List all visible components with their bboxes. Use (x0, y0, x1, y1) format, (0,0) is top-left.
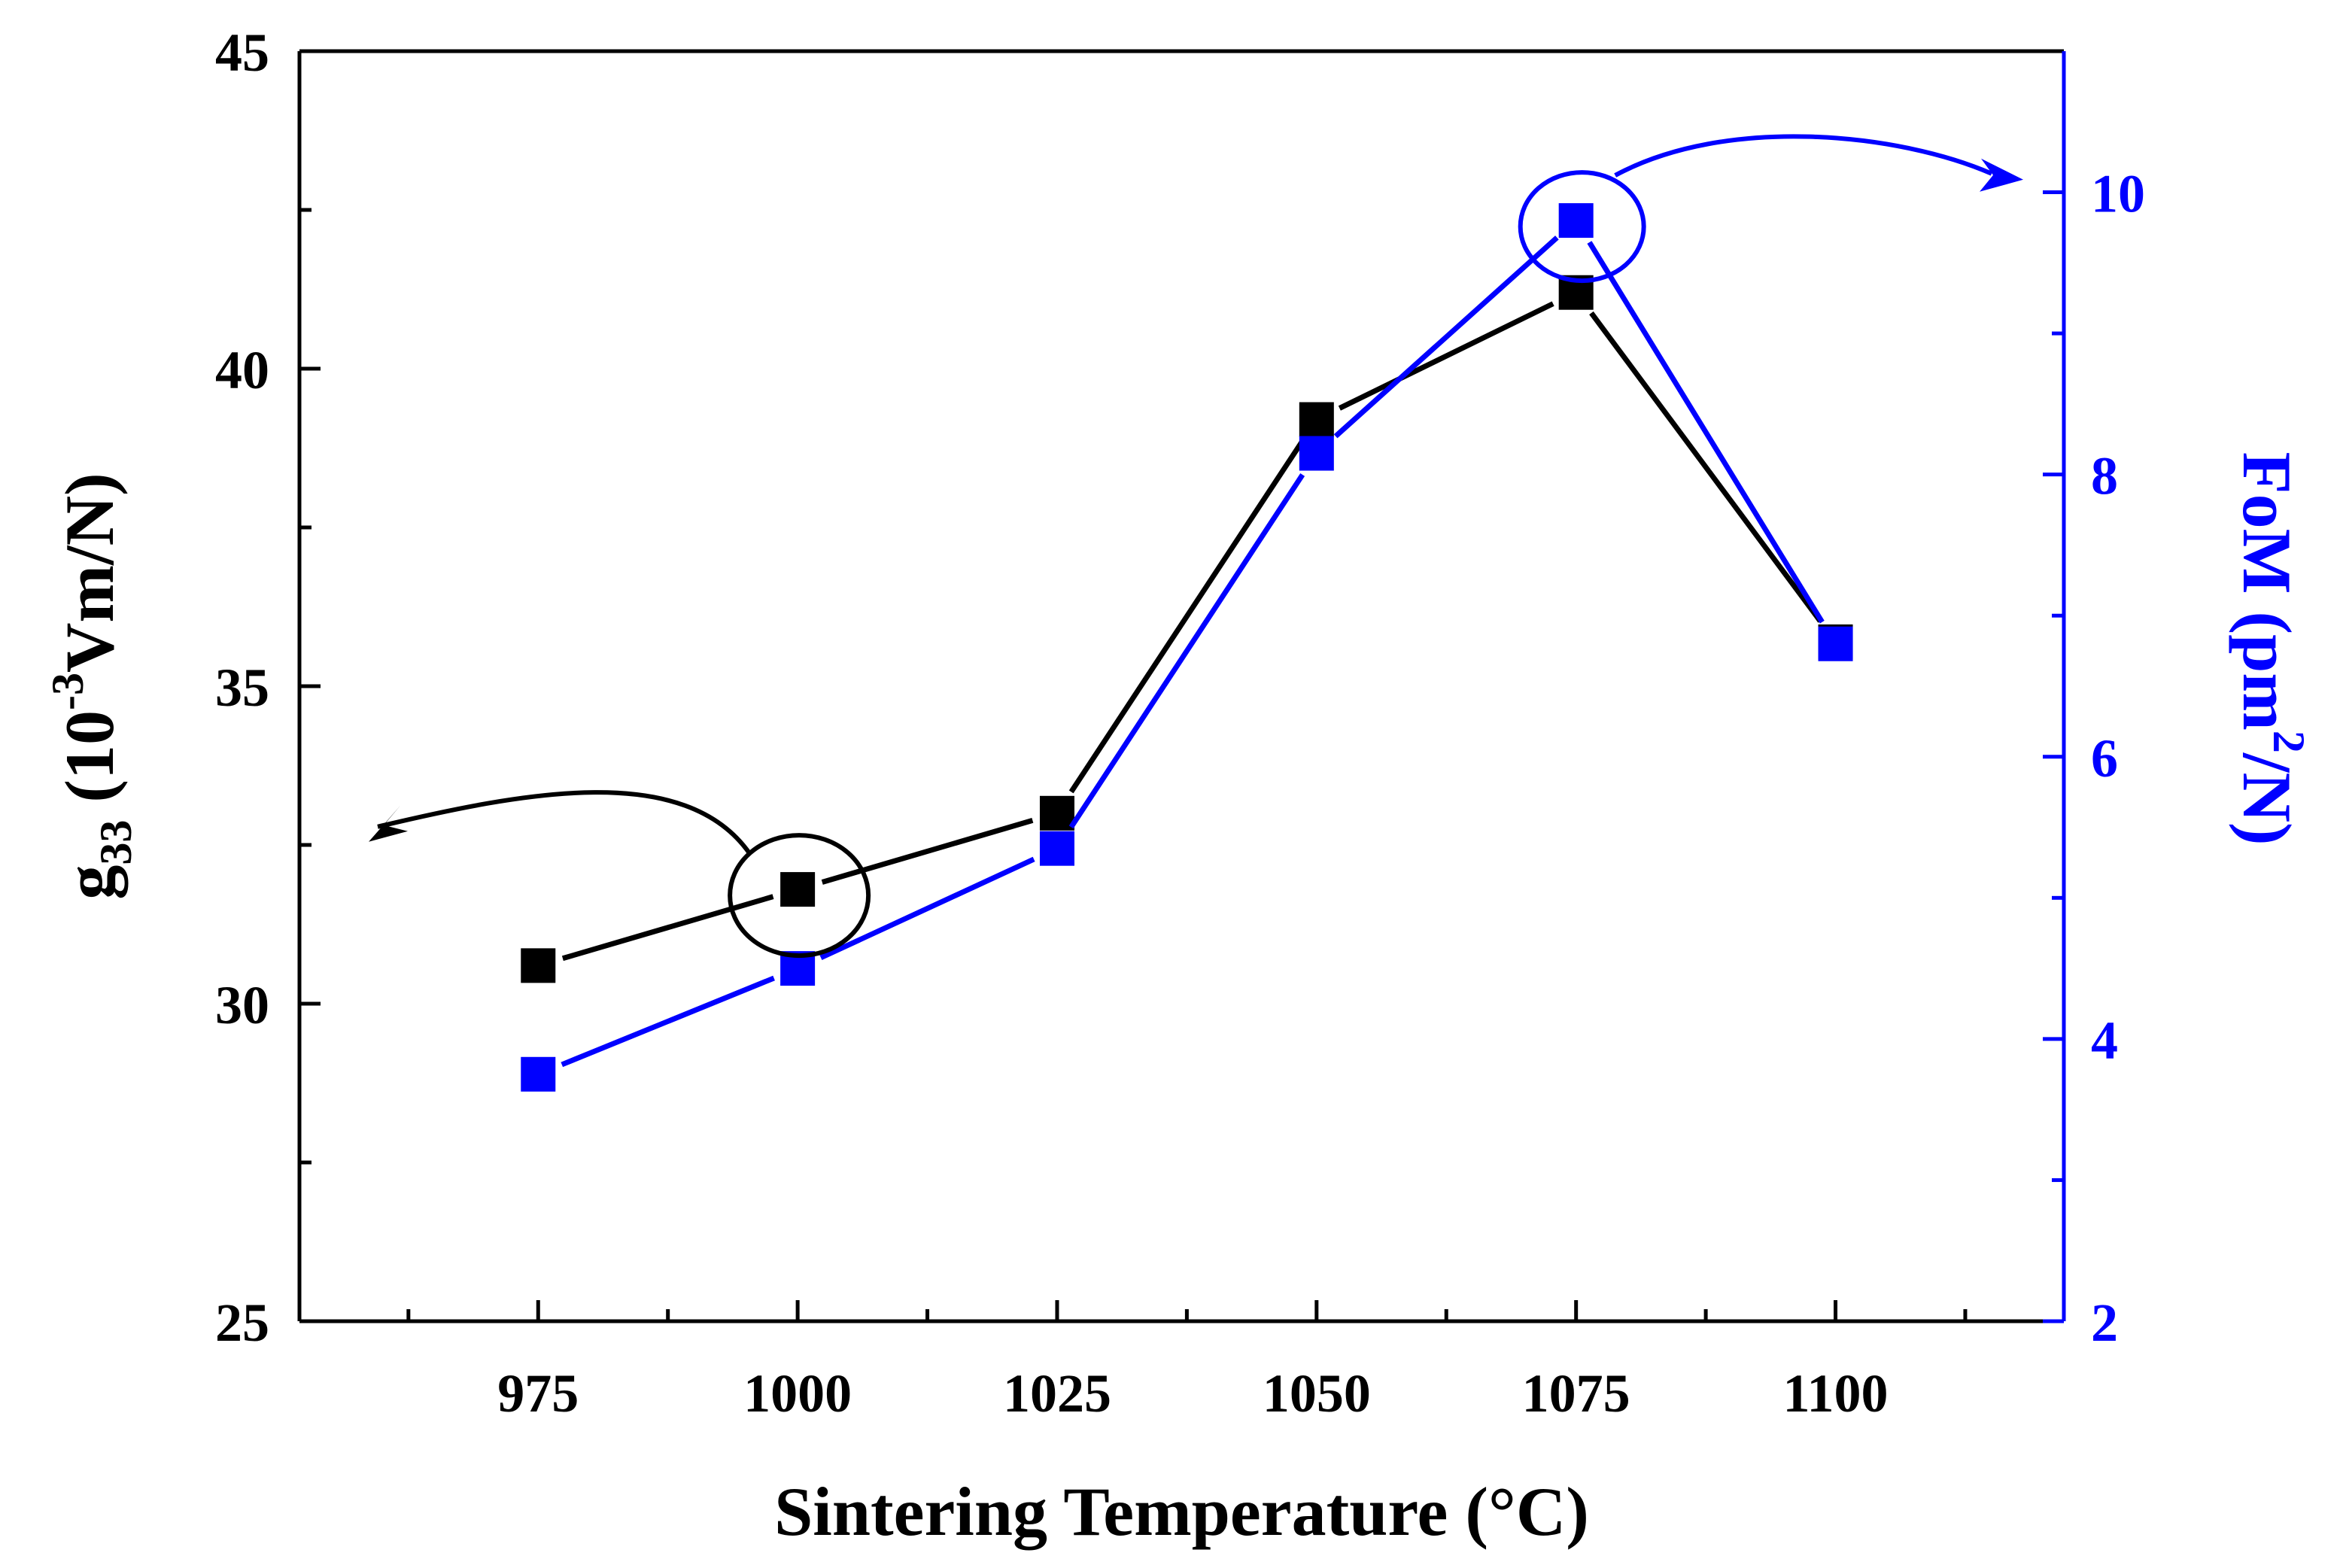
data-point-g33 (780, 872, 816, 907)
y-left-axis-title: g33 (10-3Vm/N) (43, 473, 141, 899)
series-line-segment-g33 (561, 894, 774, 962)
data-point-FoM (1299, 436, 1334, 471)
annotation-circle-FoM (1518, 170, 1646, 284)
y-left-title-main: g (51, 865, 128, 900)
x-tick-label: 1025 (1003, 1363, 1111, 1424)
series-line-segment-FoM (1587, 241, 1825, 624)
data-point-FoM (1039, 831, 1074, 866)
series-line-segment-FoM (561, 975, 775, 1068)
x-tick-label: 1000 (743, 1363, 852, 1424)
data-point-FoM (1558, 203, 1594, 239)
y-right-tick-label: 4 (2091, 1010, 2118, 1071)
series-line-segment-g33 (1068, 439, 1305, 794)
series-line-segment-g33 (1589, 311, 1823, 623)
y-left-title-subscript: 33 (91, 820, 141, 865)
annotation-arrowhead-FoM (1980, 158, 2023, 192)
series-line-segment-g33 (1338, 301, 1554, 411)
y-right-title-text: FoM (pm (2229, 451, 2305, 730)
y-left-tick-label: 25 (215, 1293, 269, 1353)
series-line-segment-FoM (1333, 236, 1559, 439)
y-right-tick-label: 6 (2091, 728, 2118, 789)
x-tick-label: 1100 (1783, 1363, 1889, 1424)
y-left-tick-label: 35 (215, 658, 269, 718)
y-right-title-unit: /N) (2229, 752, 2305, 846)
y-right-title-superscript: 2 (2264, 731, 2314, 753)
data-point-g33 (521, 948, 556, 983)
x-tick-label: 1050 (1263, 1363, 1371, 1424)
data-point-FoM (521, 1056, 556, 1092)
series-line-segment-FoM (819, 856, 1035, 961)
y-left-title-unit: Vm/N) (51, 473, 128, 673)
series-layer (521, 203, 1853, 1092)
label-layer: 975 1000 1025 1050 1075 1100 25 30 35 40 45 2 4 6 8 10 S… (43, 23, 2314, 1550)
y-left-title-superscript: -3 (43, 673, 93, 710)
y-left-tick-label: 30 (215, 975, 269, 1035)
data-point-g33 (1299, 402, 1334, 437)
y-left-title-text: (10 (51, 710, 128, 820)
data-point-g33 (1039, 795, 1074, 831)
x-axis-title: Sintering Temperature (°C) (774, 1473, 1589, 1550)
axes-layer (297, 49, 2066, 1323)
y-right-axis-title: FoM (pm2/N) (2229, 451, 2314, 845)
annotation-layer (369, 134, 2023, 959)
annotation-arrow-g33 (377, 790, 752, 855)
data-point-FoM (1818, 626, 1853, 661)
series-line-segment-g33 (821, 818, 1034, 885)
y-left-tick-label: 45 (215, 23, 269, 83)
y-right-tick-label: 10 (2091, 164, 2145, 224)
x-tick-label: 1075 (1522, 1363, 1630, 1424)
series-line-segment-FoM (1068, 473, 1305, 829)
y-right-tick-label: 2 (2091, 1293, 2118, 1353)
annotation-arrowhead-g33 (369, 805, 408, 842)
annotation-circle-g33 (728, 833, 871, 959)
x-tick-label: 975 (497, 1363, 579, 1424)
y-right-tick-label: 8 (2091, 446, 2118, 506)
y-left-tick-label: 40 (215, 340, 269, 400)
annotation-arrow-FoM (1614, 134, 1993, 178)
